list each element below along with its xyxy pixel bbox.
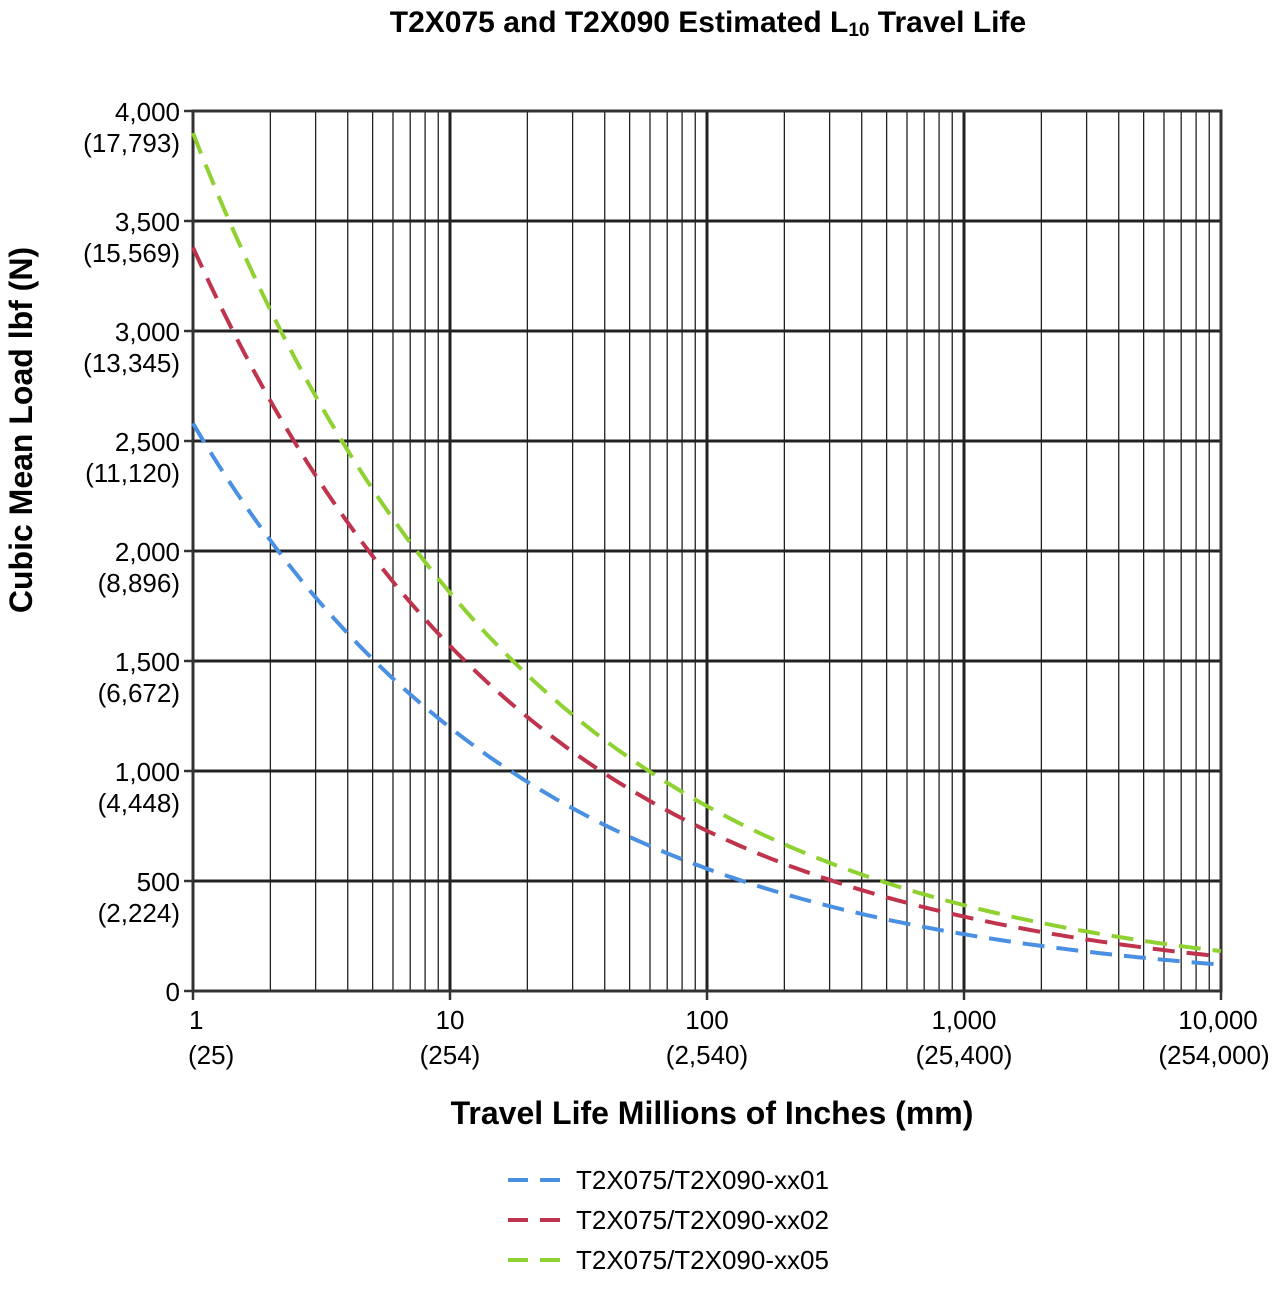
y-tick-label: 2,000 <box>115 537 180 567</box>
chart-title-end: Travel Life <box>869 6 1026 39</box>
y-tick-label: 0 <box>166 977 180 1007</box>
y-tick-label: 3,500 <box>115 207 180 237</box>
y-tick-label: 1,500 <box>115 647 180 677</box>
chart-title: T2X075 and T2X090 Estimated L10 Travel L… <box>390 6 1026 41</box>
x-tick-sublabel: (25) <box>188 1040 234 1070</box>
x-axis-ticks: 1 (25) 10 (254) 100 (2,540) 1,000 (25,400) 10,00… <box>188 991 1270 1070</box>
x-tick-sublabel: (254,000) <box>1158 1040 1269 1070</box>
x-tick-label: 1,000 <box>931 1005 996 1035</box>
y-axis-title: Cubic Mean Load lbf (N) <box>3 247 39 613</box>
y-axis-ticks: 4,000(17,793) 3,500(15,569) 3,000(13,345) 2… <box>83 97 193 1007</box>
y-tick-sublabel: (2,224) <box>98 898 180 928</box>
y-tick-sublabel: (17,793) <box>83 128 180 158</box>
chart-title-subscript: 10 <box>848 20 869 41</box>
series-line-1 <box>191 422 1222 967</box>
y-tick-label: 500 <box>137 867 180 897</box>
y-tick-label: 4,000 <box>115 97 180 127</box>
x-tick-label: 10,000 <box>1178 1005 1258 1035</box>
legend-label-3: T2X075/T2X090-xx05 <box>576 1245 829 1275</box>
series-layer <box>191 132 1222 967</box>
x-tick-sublabel: (2,540) <box>666 1040 748 1070</box>
x-tick-label: 1 <box>189 1005 203 1035</box>
y-tick-label: 2,500 <box>115 427 180 457</box>
legend: T2X075/T2X090-xx01 T2X075/T2X090-xx02 T2X0… <box>508 1165 829 1275</box>
series-line-3 <box>191 132 1222 954</box>
y-tick-sublabel: (15,569) <box>83 238 180 268</box>
x-tick-sublabel: (254) <box>420 1040 481 1070</box>
legend-label-1: T2X075/T2X090-xx01 <box>576 1165 829 1195</box>
y-tick-sublabel: (13,345) <box>83 348 180 378</box>
y-tick-sublabel: (6,672) <box>98 678 180 708</box>
chart-title-main: T2X075 and T2X090 Estimated L <box>390 6 849 39</box>
y-tick-sublabel: (11,120) <box>85 458 180 488</box>
y-tick-sublabel: (8,896) <box>98 568 180 598</box>
y-tick-label: 1,000 <box>115 757 180 787</box>
y-tick-label: 3,000 <box>115 317 180 347</box>
grid <box>193 111 1221 991</box>
x-axis-title: Travel Life Millions of Inches (mm) <box>451 1095 974 1131</box>
x-tick-sublabel: (25,400) <box>916 1040 1013 1070</box>
x-tick-label: 10 <box>436 1005 465 1035</box>
x-tick-label: 100 <box>685 1005 728 1035</box>
legend-label-2: T2X075/T2X090-xx02 <box>576 1205 829 1235</box>
y-tick-sublabel: (4,448) <box>98 788 180 818</box>
series-line-2 <box>191 246 1222 959</box>
